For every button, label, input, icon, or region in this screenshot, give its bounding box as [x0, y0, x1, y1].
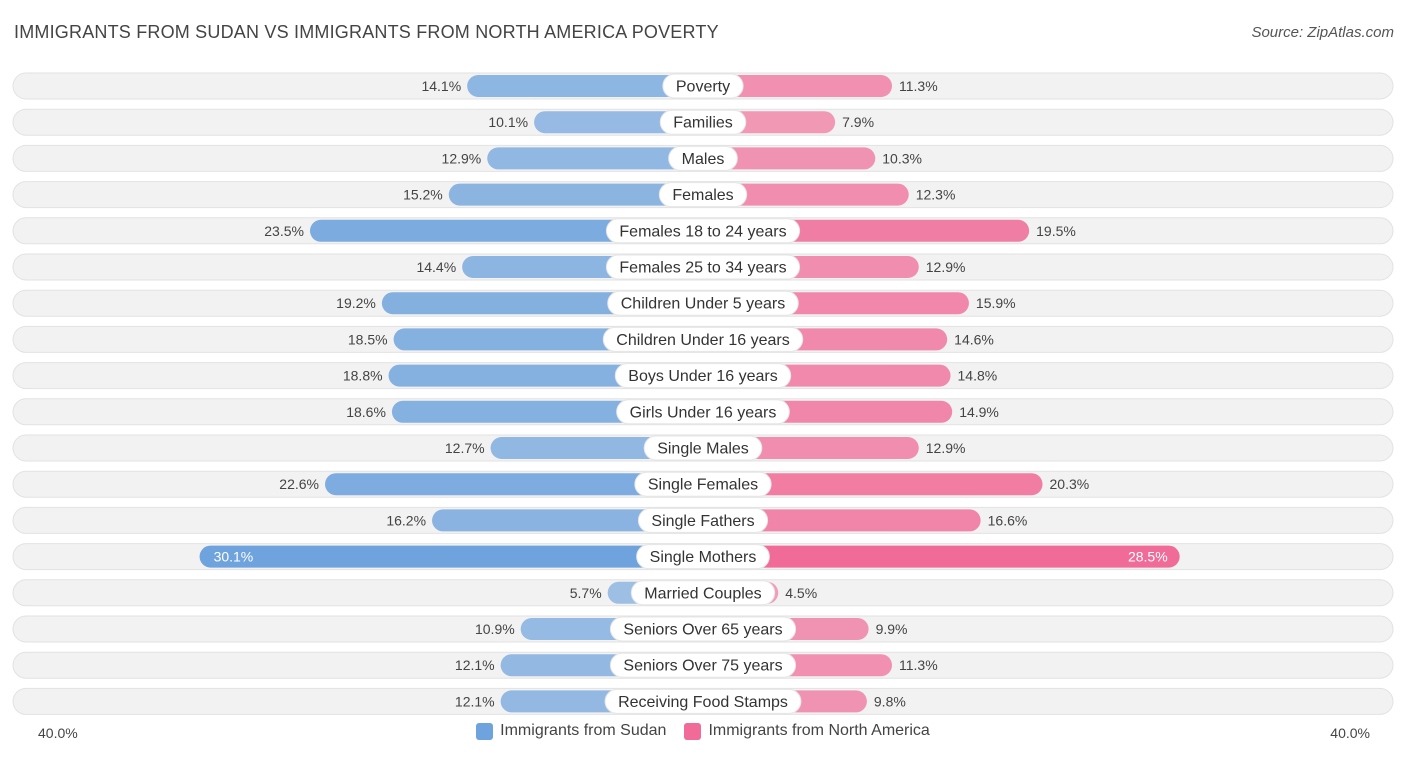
- bar-sudan-single-females: [325, 473, 703, 496]
- chart-canvas: 14.1% 11.3% Poverty 10.1% 7.9% Families 12.9% 1…: [12, 72, 1394, 715]
- category-pill-married-couples: [630, 580, 776, 606]
- value-label-sudan-females-25-to-34-years: 14.4%: [416, 259, 456, 275]
- category-pill-families: [659, 109, 747, 135]
- category-label-single-fathers: Single Fathers: [651, 513, 754, 530]
- category-pill-females: [658, 182, 748, 208]
- bar-sudan-single-mothers: [199, 545, 703, 568]
- legend-item-north-america[interactable]: Immigrants from North America: [684, 722, 930, 740]
- category-pill-girls-under-16-years: [616, 399, 790, 425]
- value-label-north-america-children-under-5-years: 15.9%: [976, 295, 1016, 311]
- value-label-sudan-females-18-to-24-years: 23.5%: [264, 223, 304, 239]
- value-label-sudan-males: 12.9%: [442, 150, 482, 166]
- bar-sudan-females: [448, 183, 703, 206]
- value-label-sudan-girls-under-16-years: 18.6%: [346, 404, 386, 420]
- value-label-north-america-males: 10.3%: [882, 150, 922, 166]
- value-label-sudan-females: 15.2%: [403, 187, 443, 203]
- category-label-receiving-food-stamps: Receiving Food Stamps: [618, 694, 788, 711]
- bar-north-america-single-fathers: [703, 509, 981, 532]
- category-label-girls-under-16-years: Girls Under 16 years: [630, 404, 777, 421]
- value-label-north-america-seniors-over-65-years: 9.9%: [876, 621, 908, 637]
- bar-north-america-single-females: [703, 473, 1043, 496]
- value-label-north-america-receiving-food-stamps: 9.8%: [874, 693, 906, 709]
- value-label-north-america-families: 7.9%: [842, 114, 874, 130]
- category-label-poverty: Poverty: [676, 79, 730, 96]
- legend-item-sudan[interactable]: Immigrants from Sudan: [476, 722, 666, 740]
- value-label-sudan-seniors-over-75-years: 12.1%: [455, 657, 495, 673]
- category-label-single-mothers: Single Mothers: [650, 549, 757, 566]
- category-label-males: Males: [682, 151, 725, 168]
- value-label-north-america-single-males: 12.9%: [926, 440, 966, 456]
- value-label-sudan-poverty: 14.1%: [421, 78, 461, 94]
- category-pill-males: [668, 145, 738, 171]
- category-label-seniors-over-65-years: Seniors Over 65 years: [623, 622, 782, 639]
- category-label-females-25-to-34-years: Females 25 to 34 years: [619, 260, 786, 277]
- value-label-north-america-poverty: 11.3%: [899, 78, 938, 94]
- value-label-north-america-single-females: 20.3%: [1050, 476, 1090, 492]
- value-label-north-america-single-fathers: 16.6%: [988, 512, 1028, 528]
- value-label-north-america-females: 12.3%: [916, 187, 956, 203]
- category-pill-seniors-over-65-years: [609, 616, 797, 642]
- legend-swatch-north-america: [684, 722, 702, 740]
- value-label-sudan-boys-under-16-years: 18.8%: [343, 368, 383, 384]
- category-pill-single-fathers: [637, 507, 769, 533]
- bar-north-america-females: [703, 183, 909, 206]
- category-pill-boys-under-16-years: [614, 363, 792, 389]
- value-label-sudan-single-females: 22.6%: [279, 476, 319, 492]
- category-label-children-under-16-years: Children Under 16 years: [616, 332, 789, 349]
- value-label-north-america-seniors-over-75-years: 11.3%: [899, 657, 938, 673]
- value-label-sudan-children-under-16-years: 18.5%: [348, 331, 388, 347]
- category-label-single-males: Single Males: [657, 441, 749, 458]
- category-label-married-couples: Married Couples: [644, 585, 761, 602]
- value-label-sudan-married-couples: 5.7%: [570, 585, 602, 601]
- value-label-north-america-single-mothers: 28.5%: [1128, 549, 1168, 565]
- value-label-north-america-boys-under-16-years: 14.8%: [958, 368, 998, 384]
- chart-source: Source: ZipAtlas.com: [1251, 24, 1394, 41]
- bar-sudan-females-18-to-24-years: [309, 219, 703, 242]
- category-label-females: Females: [672, 187, 733, 204]
- category-label-boys-under-16-years: Boys Under 16 years: [628, 368, 777, 385]
- bar-north-america-single-mothers: [703, 545, 1180, 568]
- value-label-north-america-females-18-to-24-years: 19.5%: [1036, 223, 1076, 239]
- value-label-north-america-children-under-16-years: 14.6%: [954, 331, 994, 347]
- category-pill-receiving-food-stamps: [604, 688, 802, 714]
- category-pill-children-under-5-years: [607, 290, 799, 316]
- category-pill-seniors-over-75-years: [609, 652, 797, 678]
- bar-sudan-single-fathers: [432, 509, 703, 532]
- chart-title: IMMIGRANTS FROM SUDAN VS IMMIGRANTS FROM…: [14, 22, 719, 42]
- bar-north-america-poverty: [703, 75, 892, 97]
- value-label-sudan-single-males: 12.7%: [445, 440, 485, 456]
- category-label-females-18-to-24-years: Females 18 to 24 years: [619, 223, 786, 240]
- category-pill-single-females: [634, 471, 772, 497]
- category-pill-females-18-to-24-years: [605, 218, 801, 244]
- value-label-sudan-single-fathers: 16.2%: [386, 512, 426, 528]
- category-pill-single-males: [643, 435, 763, 461]
- value-label-north-america-married-couples: 4.5%: [785, 585, 817, 601]
- category-label-single-females: Single Females: [648, 477, 758, 494]
- category-label-families: Families: [673, 115, 733, 132]
- value-label-sudan-children-under-5-years: 19.2%: [336, 295, 376, 311]
- bar-north-america-males: [703, 147, 876, 170]
- bar-sudan-males: [487, 147, 703, 170]
- category-pill-poverty: [662, 73, 744, 99]
- value-label-sudan-receiving-food-stamps: 12.1%: [455, 693, 495, 709]
- category-pill-females-25-to-34-years: [605, 254, 801, 280]
- legend: Immigrants from Sudan Immigrants from No…: [0, 722, 1406, 740]
- legend-swatch-sudan: [476, 722, 494, 740]
- axis-label-left: 40.0%: [38, 725, 78, 741]
- category-pill-children-under-16-years: [602, 326, 804, 352]
- value-label-north-america-girls-under-16-years: 14.9%: [959, 404, 999, 420]
- bar-sudan-poverty: [467, 75, 703, 97]
- value-label-sudan-single-mothers: 30.1%: [214, 549, 254, 565]
- value-label-north-america-females-25-to-34-years: 12.9%: [926, 259, 966, 275]
- value-label-sudan-seniors-over-65-years: 10.9%: [475, 621, 515, 637]
- category-label-children-under-5-years: Children Under 5 years: [621, 296, 786, 313]
- category-label-seniors-over-75-years: Seniors Over 75 years: [623, 658, 782, 675]
- bar-sudan-families: [534, 111, 703, 134]
- category-pill-single-mothers: [636, 544, 770, 570]
- axis-label-right: 40.0%: [1330, 725, 1370, 741]
- value-label-sudan-families: 10.1%: [488, 114, 528, 130]
- legend-label-north-america: Immigrants from North America: [708, 722, 930, 739]
- legend-label-sudan: Immigrants from Sudan: [500, 722, 667, 739]
